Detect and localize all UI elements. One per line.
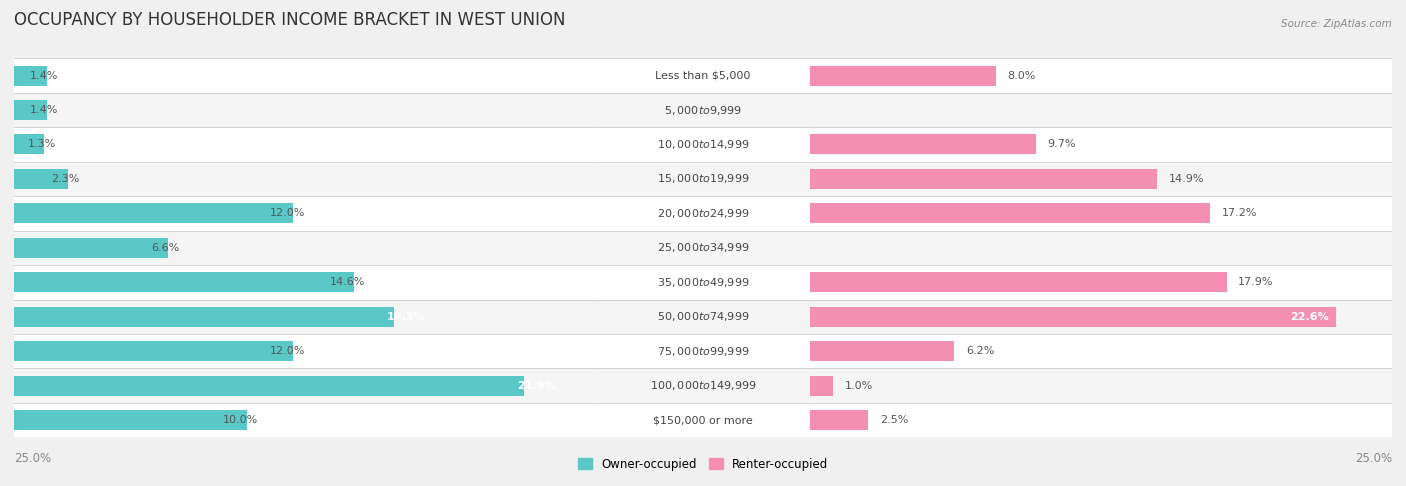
Bar <box>0 368 1406 403</box>
Bar <box>0 231 1406 265</box>
Text: $15,000 to $19,999: $15,000 to $19,999 <box>657 173 749 186</box>
Bar <box>810 135 1036 155</box>
Bar <box>14 307 394 327</box>
Bar <box>0 334 1406 368</box>
Text: 6.2%: 6.2% <box>966 346 994 356</box>
Text: 1.4%: 1.4% <box>30 70 58 81</box>
Bar <box>0 127 1406 162</box>
Text: 9.7%: 9.7% <box>1047 139 1076 150</box>
Bar <box>810 376 834 396</box>
Text: $25,000 to $34,999: $25,000 to $34,999 <box>657 242 749 254</box>
Text: $5,000 to $9,999: $5,000 to $9,999 <box>664 104 742 117</box>
Text: 17.2%: 17.2% <box>1222 208 1257 218</box>
Bar <box>0 299 1406 334</box>
Bar <box>0 403 1406 437</box>
Bar <box>14 376 524 396</box>
Text: $35,000 to $49,999: $35,000 to $49,999 <box>657 276 749 289</box>
Bar <box>0 58 1406 93</box>
Bar <box>810 204 1211 224</box>
Bar <box>810 341 955 361</box>
Bar <box>810 66 995 86</box>
Text: 12.0%: 12.0% <box>270 208 305 218</box>
Bar <box>810 410 868 430</box>
Bar <box>0 196 1406 231</box>
Text: 22.6%: 22.6% <box>1291 312 1329 322</box>
Bar <box>0 334 1406 368</box>
Text: $75,000 to $99,999: $75,000 to $99,999 <box>657 345 749 358</box>
Bar <box>0 334 1406 368</box>
Bar <box>0 58 1406 93</box>
Bar <box>0 162 1406 196</box>
Bar <box>0 127 1406 162</box>
Text: 12.0%: 12.0% <box>270 346 305 356</box>
Text: 1.3%: 1.3% <box>28 139 56 150</box>
Bar <box>0 299 1406 334</box>
Bar <box>14 135 45 155</box>
Text: 1.4%: 1.4% <box>30 105 58 115</box>
Bar <box>14 204 294 224</box>
Bar <box>0 196 1406 231</box>
Bar <box>0 368 1406 403</box>
Text: OCCUPANCY BY HOUSEHOLDER INCOME BRACKET IN WEST UNION: OCCUPANCY BY HOUSEHOLDER INCOME BRACKET … <box>14 11 565 29</box>
Text: 2.3%: 2.3% <box>51 174 79 184</box>
Bar <box>0 127 1406 162</box>
Bar <box>810 169 1157 189</box>
Bar <box>0 58 1406 93</box>
Bar <box>14 410 247 430</box>
Bar <box>810 272 1226 292</box>
Text: 1.0%: 1.0% <box>845 381 873 391</box>
Bar <box>0 368 1406 403</box>
Bar <box>14 169 67 189</box>
Text: 17.9%: 17.9% <box>1239 278 1274 287</box>
Bar <box>0 265 1406 299</box>
Bar <box>0 231 1406 265</box>
Text: $150,000 or more: $150,000 or more <box>654 415 752 425</box>
Bar <box>0 299 1406 334</box>
Bar <box>0 93 1406 127</box>
Text: 6.6%: 6.6% <box>150 243 180 253</box>
Text: 2.5%: 2.5% <box>880 415 908 425</box>
Text: Less than $5,000: Less than $5,000 <box>655 70 751 81</box>
Bar <box>14 272 354 292</box>
Bar <box>14 66 46 86</box>
Text: $100,000 to $149,999: $100,000 to $149,999 <box>650 379 756 392</box>
Text: $20,000 to $24,999: $20,000 to $24,999 <box>657 207 749 220</box>
Text: 14.9%: 14.9% <box>1168 174 1204 184</box>
Legend: Owner-occupied, Renter-occupied: Owner-occupied, Renter-occupied <box>572 453 834 475</box>
Bar <box>0 93 1406 127</box>
Text: $10,000 to $14,999: $10,000 to $14,999 <box>657 138 749 151</box>
Text: 21.9%: 21.9% <box>517 381 555 391</box>
Bar <box>0 231 1406 265</box>
Bar <box>14 238 167 258</box>
Text: 8.0%: 8.0% <box>1008 70 1036 81</box>
Text: 16.3%: 16.3% <box>387 312 425 322</box>
Bar <box>810 307 1336 327</box>
Bar <box>0 403 1406 437</box>
Text: 25.0%: 25.0% <box>14 452 51 465</box>
Bar <box>0 403 1406 437</box>
Text: $50,000 to $74,999: $50,000 to $74,999 <box>657 310 749 323</box>
Text: 25.0%: 25.0% <box>1355 452 1392 465</box>
Text: Source: ZipAtlas.com: Source: ZipAtlas.com <box>1281 19 1392 29</box>
Bar <box>14 341 294 361</box>
Text: 14.6%: 14.6% <box>330 278 366 287</box>
Bar <box>0 93 1406 127</box>
Bar <box>0 162 1406 196</box>
Bar <box>0 265 1406 299</box>
Bar <box>0 196 1406 231</box>
Bar <box>14 100 46 120</box>
Bar <box>0 265 1406 299</box>
Bar <box>0 162 1406 196</box>
Text: 10.0%: 10.0% <box>224 415 259 425</box>
